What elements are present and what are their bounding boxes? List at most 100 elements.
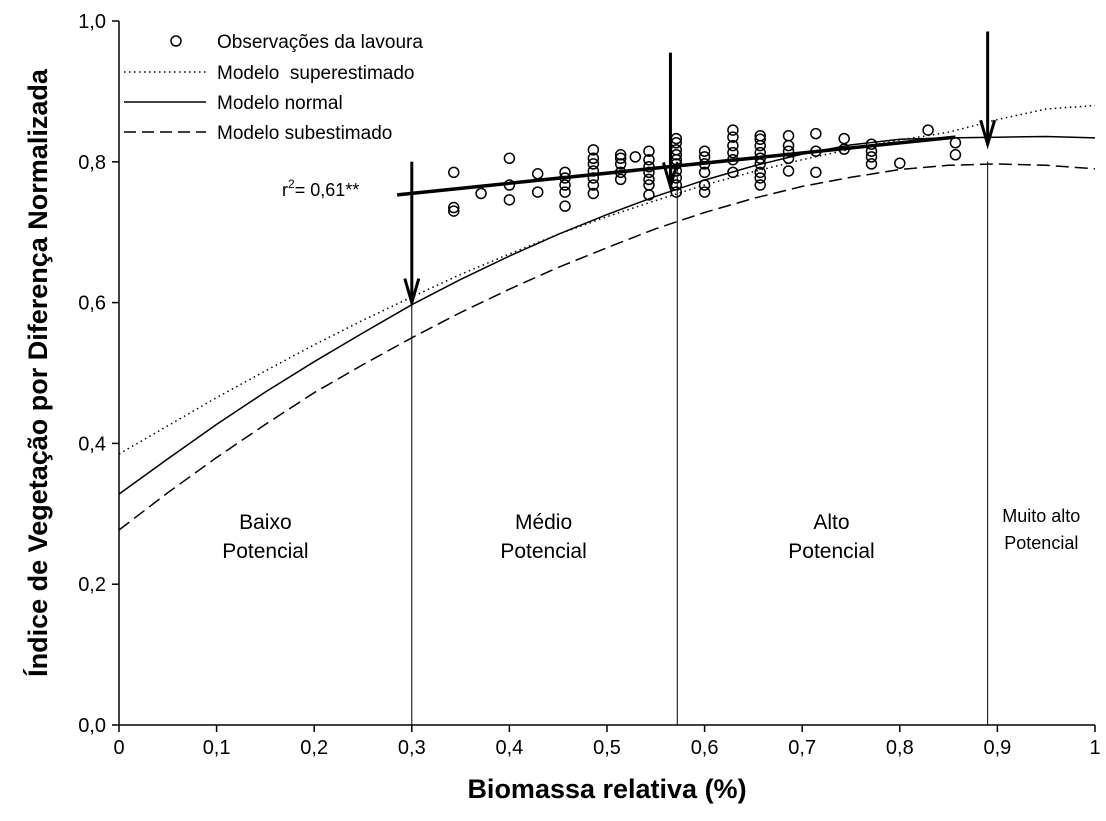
y-axis-title: Índice de Vegetação por Diferença Normal…: [22, 68, 53, 677]
observation-point: [810, 145, 822, 157]
observation-point: [643, 166, 655, 179]
legend-label-superestimado: Modelo superestimado: [217, 63, 415, 84]
observation-point: [949, 149, 962, 161]
arrow-head: [979, 119, 997, 150]
observation-point: [643, 173, 655, 186]
x-tick-label: 0,5: [593, 737, 621, 759]
y-tick-label: 0,2: [78, 574, 106, 596]
observation-point: [894, 157, 906, 169]
y-tick-label: 0,0: [78, 715, 106, 737]
x-tick-label: 0,7: [788, 737, 816, 759]
observation-point: [698, 179, 711, 191]
arrows: [403, 31, 997, 308]
observation-point: [754, 146, 766, 159]
observation-point: [810, 127, 822, 140]
observation-point: [810, 166, 822, 179]
observation-point: [865, 145, 878, 157]
observation-point: [503, 194, 516, 206]
observation-point: [838, 143, 850, 155]
observation-point: [587, 158, 600, 170]
observation-point: [698, 186, 711, 198]
zone-label-line2: Potencial: [222, 540, 308, 563]
legend-label-normal: Modelo normal: [217, 93, 343, 114]
y-tick-label: 0,6: [78, 293, 106, 315]
observation-point: [448, 201, 460, 214]
zone-label-line2: Potencial: [1004, 533, 1078, 553]
observation-point: [587, 165, 600, 177]
x-tick-label: 0,9: [983, 737, 1011, 759]
observation-point: [475, 187, 487, 200]
observation-point: [559, 179, 571, 191]
zone-labels: Baixo Potencial Médio Potencial Alto Potencia…: [222, 506, 1080, 563]
observation-point: [531, 186, 544, 198]
r2-superscript: 2: [288, 177, 295, 191]
x-axis-title: Biomassa relativa (%): [467, 774, 746, 804]
observation-point: [614, 173, 627, 186]
observation-point: [949, 137, 962, 149]
observation-point: [727, 124, 739, 136]
legend-marker-observations: [170, 35, 182, 47]
zone-label-line1: Médio: [515, 511, 572, 534]
observation-point: [587, 172, 600, 184]
observation-point: [754, 158, 766, 170]
observation-point: [698, 151, 711, 163]
observation-point: [727, 153, 739, 166]
model-curves: [118, 104, 1096, 531]
observation-point: [614, 166, 627, 179]
x-tick-label: 1: [1089, 737, 1100, 759]
observation-point: [782, 139, 795, 152]
y-tick-label: 0,8: [78, 152, 106, 174]
observation-point: [448, 205, 460, 217]
observation-point: [559, 186, 571, 198]
observation-point: [698, 158, 711, 170]
x-tick-label: 0,4: [495, 737, 523, 759]
observation-point: [698, 145, 711, 157]
observation-point: [865, 138, 878, 150]
observation-point: [503, 179, 516, 191]
observation-point: [448, 166, 460, 179]
observation-point: [629, 151, 642, 163]
observation-point: [754, 166, 766, 179]
observation-point: [865, 151, 878, 163]
zone-label-line1: Baixo: [239, 511, 292, 534]
y-tick-label: 0,4: [78, 433, 106, 455]
observation-point: [670, 186, 683, 198]
zone-label-line1: Alto: [813, 511, 849, 534]
observation-point: [559, 172, 571, 184]
observation-point: [727, 146, 739, 159]
observation-point: [614, 152, 627, 165]
observation-point: [559, 166, 571, 179]
observation-point: [782, 152, 795, 165]
observation-point: [643, 160, 655, 173]
observation-point: [838, 132, 850, 145]
zone-label-line2: Potencial: [500, 540, 586, 563]
x-tick-label: 0,6: [691, 737, 719, 759]
x-ticks: 0 0,1 0,2 0,3 0,4 0,5 0,6 0,7 0,8 0,9 1: [113, 725, 1101, 759]
model-curve-dashed: [118, 163, 1096, 531]
observation-point: [587, 187, 600, 200]
model-curve-dotted: [118, 104, 1096, 455]
r2-value: = 0,61**: [295, 180, 360, 200]
observation-point: [643, 153, 655, 166]
observation-point: [782, 130, 795, 142]
y-tick-label: 1,0: [78, 11, 106, 33]
x-tick-label: 0,3: [398, 737, 426, 759]
observation-point: [614, 158, 627, 170]
observation-point: [865, 158, 878, 170]
x-tick-label: 0,2: [300, 737, 328, 759]
legend-label-observations: Observações da lavoura: [217, 32, 423, 53]
observation-point: [587, 152, 600, 165]
x-tick-label: 0,1: [203, 737, 231, 759]
observation-point: [503, 152, 516, 165]
observation-point: [643, 189, 655, 201]
observation-point: [698, 166, 711, 179]
observation-point: [754, 172, 766, 184]
observation-point: [754, 133, 766, 146]
zone-label-line1: Muito alto: [1002, 506, 1080, 526]
observation-point: [614, 149, 627, 161]
observation-point: [782, 145, 795, 157]
x-tick-label: 0: [113, 737, 124, 759]
arrow-head: [403, 278, 421, 308]
observation-point: [782, 165, 795, 177]
